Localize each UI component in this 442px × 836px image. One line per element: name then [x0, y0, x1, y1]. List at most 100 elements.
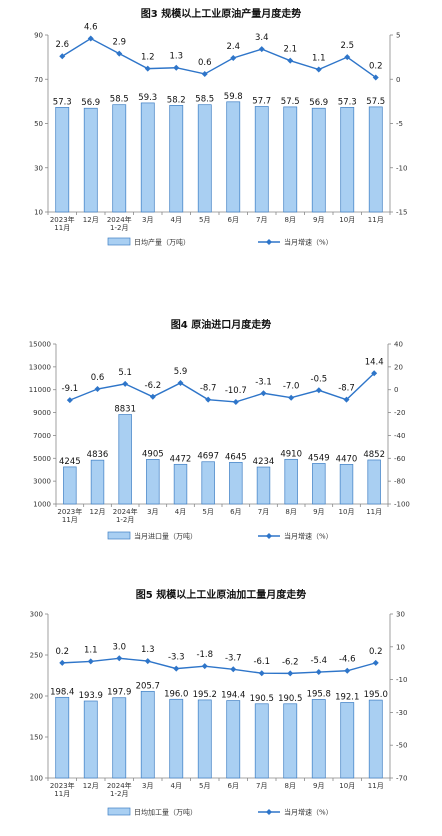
left-tick-label: 200	[30, 693, 43, 701]
right-tick-label: 40	[394, 341, 403, 349]
bar	[140, 102, 155, 213]
x-tick-label: 7月	[258, 508, 269, 516]
growth-line	[62, 657, 376, 675]
left-tick-label: 100	[30, 775, 43, 783]
bar-value-label: 57.7	[252, 96, 271, 106]
chart-4-title: 图4 原油进口月度走势	[170, 320, 272, 331]
bar	[201, 461, 215, 505]
x-tick-label: 10月	[339, 508, 355, 516]
x-tick-label: 10月	[339, 782, 355, 790]
x-tick-label: 4月	[171, 216, 182, 224]
bar-value-label: 190.5	[250, 694, 274, 704]
growth-value-label: 4.6	[84, 23, 98, 33]
growth-value-label: -5.4	[310, 656, 327, 666]
x-tick-label: 2024年	[113, 507, 138, 516]
growth-value-label: 0.6	[198, 58, 212, 68]
x-tick-label: 8月	[285, 782, 296, 790]
growth-value-label: -4.6	[339, 655, 356, 665]
growth-point	[260, 390, 267, 397]
legend-bar-swatch	[107, 237, 131, 246]
legend-line-marker	[266, 239, 272, 245]
bar	[256, 466, 271, 505]
bar	[226, 700, 241, 779]
bar	[83, 700, 98, 779]
x-tick-label: 7月	[256, 216, 267, 224]
x-tick-label: 12月	[83, 216, 99, 224]
left-tick-label: 11000	[29, 386, 51, 394]
right-tick-label: -20	[394, 409, 405, 417]
bar-value-label: 194.4	[221, 691, 245, 701]
bar	[197, 104, 212, 213]
x-tick-label: 9月	[313, 782, 324, 790]
growth-point	[201, 663, 208, 670]
legend-bar-swatch	[107, 807, 131, 816]
growth-value-label: -7.0	[283, 382, 300, 392]
legend-line-label: 当月增速（%）	[284, 238, 333, 247]
right-tick-label: 10	[396, 643, 405, 651]
growth-point	[87, 658, 94, 665]
bar-value-label: 57.5	[281, 97, 300, 107]
right-tick-label: -10	[396, 164, 407, 172]
chart-5-svg: 100150200250300-70-50-30-1010302023年11月1…	[30, 611, 408, 817]
growth-value-label: -10.7	[225, 386, 247, 396]
bar	[173, 463, 188, 505]
bar-value-label: 197.9	[107, 688, 131, 698]
bar	[169, 105, 184, 213]
growth-value-label: 0.2	[369, 61, 383, 71]
x-tick-label: 2024年	[107, 215, 132, 224]
x-tick-label: 1-2月	[110, 790, 128, 798]
x-tick-label: 5月	[199, 216, 210, 224]
growth-value-label: 3.4	[255, 33, 269, 43]
right-tick-label: -80	[394, 478, 405, 486]
growth-point	[201, 70, 208, 77]
left-tick-label: 15000	[29, 341, 51, 349]
bar	[83, 107, 98, 213]
right-tick-label: 0	[396, 76, 400, 84]
growth-point	[287, 57, 294, 64]
bar-value-label: 195.0	[364, 690, 388, 700]
bar	[112, 697, 127, 779]
right-tick-label: 30	[396, 611, 405, 619]
x-tick-label: 7月	[256, 782, 267, 790]
bar-value-label: 195.8	[307, 689, 331, 699]
growth-value-label: -8.7	[200, 384, 217, 394]
bar-value-label: 59.3	[138, 93, 157, 103]
bar-value-label: 58.5	[110, 95, 129, 105]
x-tick-label: 11月	[366, 508, 382, 516]
left-tick-label: 1000	[33, 501, 51, 509]
chart-3-title: 图3 规模以上工业原油产量月度走势	[140, 9, 302, 20]
chart-4-svg: 1000 3000 5000 7000 9000 11000 13000 15000 -100 -…	[29, 341, 410, 541]
bar	[340, 702, 355, 779]
bar-value-label: 56.9	[81, 98, 100, 108]
growth-value-label: -3.3	[168, 653, 185, 663]
x-tick-label: 6月	[228, 216, 239, 224]
growth-point	[116, 655, 123, 662]
bar	[254, 703, 269, 779]
growth-point	[315, 66, 322, 73]
chart-3-panel: 图3 规模以上工业原油产量月度走势 10 30 50 70 90 -15 -10 -5 0 5 20…	[0, 0, 442, 270]
left-tick-label: 7000	[33, 432, 51, 440]
growth-value-label: 5.9	[174, 367, 188, 377]
bar	[312, 463, 326, 505]
left-tick-label: 30	[34, 164, 43, 172]
bar-value-label: 190.5	[278, 694, 302, 704]
right-tick-label: 20	[394, 363, 403, 371]
legend-bar-label: 日均产量（万吨）	[134, 238, 190, 247]
growth-value-label: -6.2	[282, 657, 299, 667]
x-tick-label: 2023年	[57, 507, 82, 516]
growth-value-label: 1.3	[169, 52, 183, 62]
growth-point	[288, 394, 295, 401]
left-tick-label: 3000	[33, 478, 51, 486]
right-tick-label: -40	[394, 432, 405, 440]
growth-value-label: -0.5	[311, 374, 328, 384]
growth-value-label: -6.1	[253, 657, 270, 667]
growth-point	[87, 35, 94, 42]
x-tick-label: 11月	[368, 782, 384, 790]
legend-bar-label: 当月进口量（万吨）	[134, 532, 197, 541]
growth-value-label: 1.3	[141, 645, 155, 655]
bar-value-label: 4245	[59, 457, 81, 467]
left-tick-label: 50	[34, 120, 43, 128]
bar-value-label: 57.3	[338, 97, 357, 107]
growth-point	[343, 396, 350, 403]
legend-line-marker	[266, 809, 272, 815]
